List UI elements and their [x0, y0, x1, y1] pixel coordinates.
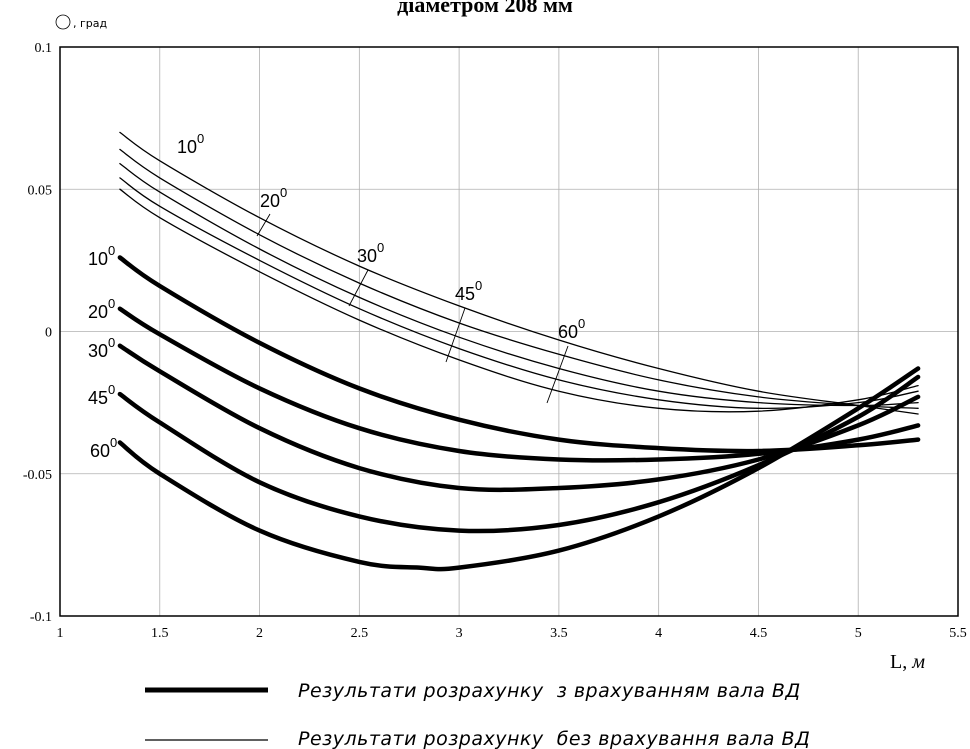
- x-tick-label: 1: [57, 626, 64, 641]
- curve-label: 300: [357, 240, 384, 266]
- x-tick-label: 4.5: [750, 626, 768, 641]
- label-leader-line: [445, 307, 466, 363]
- legend-item-thick: Результати розрахунку з врахуванням вала…: [298, 680, 801, 702]
- x-tick-label: 1.5: [151, 626, 169, 641]
- series-line-without-shaft: [119, 162, 919, 407]
- curve-label: 450: [88, 382, 115, 408]
- y-axis-label-text: , град: [73, 17, 107, 30]
- series-line-without-shaft: [119, 177, 919, 409]
- label-leader-line: [546, 345, 569, 404]
- x-tick-label: 4: [655, 626, 662, 641]
- series-line-without-shaft: [119, 188, 919, 413]
- series-line-without-shaft: [119, 131, 919, 415]
- series-line-with-shaft: [117, 366, 921, 572]
- x-tick-label: 5.5: [949, 626, 967, 641]
- y-tick-label: 0.1: [35, 41, 53, 56]
- y-tick-label: 0: [45, 326, 52, 341]
- x-tick-label: 5: [855, 626, 862, 641]
- label-leader-line: [256, 213, 271, 237]
- curve-label: 200: [260, 185, 287, 211]
- x-tick-label: 3: [456, 626, 463, 641]
- x-tick-label: 2: [256, 626, 263, 641]
- theta-symbol-icon: [55, 14, 71, 30]
- curve-label: 300: [88, 335, 115, 361]
- x-tick-label: 3.5: [550, 626, 568, 641]
- series-line-with-shaft: [117, 255, 921, 454]
- y-tick-label: 0.05: [28, 183, 53, 198]
- x-tick-label: 2.5: [351, 626, 369, 641]
- y-tick-label: -0.05: [23, 468, 52, 483]
- series-line-without-shaft: [119, 148, 919, 409]
- series-line-with-shaft: [117, 343, 921, 493]
- chart-title: діаметром 208 мм: [397, 0, 573, 17]
- curve-label: 450: [455, 278, 482, 304]
- curve-label: 600: [558, 316, 585, 342]
- curve-label: 100: [88, 243, 115, 269]
- series-group: [117, 131, 921, 572]
- legend-item-thin: Результати розрахунку без врахування вал…: [298, 728, 810, 749]
- curve-label: 100: [177, 131, 204, 157]
- legend: Результати розрахунку з врахуванням вала…: [145, 680, 810, 749]
- x-axis-label: L, м: [890, 651, 925, 673]
- plot-frame: [59, 46, 959, 617]
- label-leader-line: [348, 269, 369, 307]
- curve-labels: 100 200 300 450 600 100 200 300 450 600: [88, 131, 585, 461]
- y-tick-label: -0.1: [30, 610, 52, 625]
- curve-label: 600: [90, 435, 117, 461]
- tick-labels: 1 1.5 2 2.5 3 3.5 4 4.5 5 5.5 0.1 0.05 0 -0.05 -0.1: [23, 41, 967, 641]
- series-line-with-shaft: [117, 374, 921, 534]
- curve-label: 200: [88, 296, 115, 322]
- y-axis-label: , град: [55, 14, 107, 30]
